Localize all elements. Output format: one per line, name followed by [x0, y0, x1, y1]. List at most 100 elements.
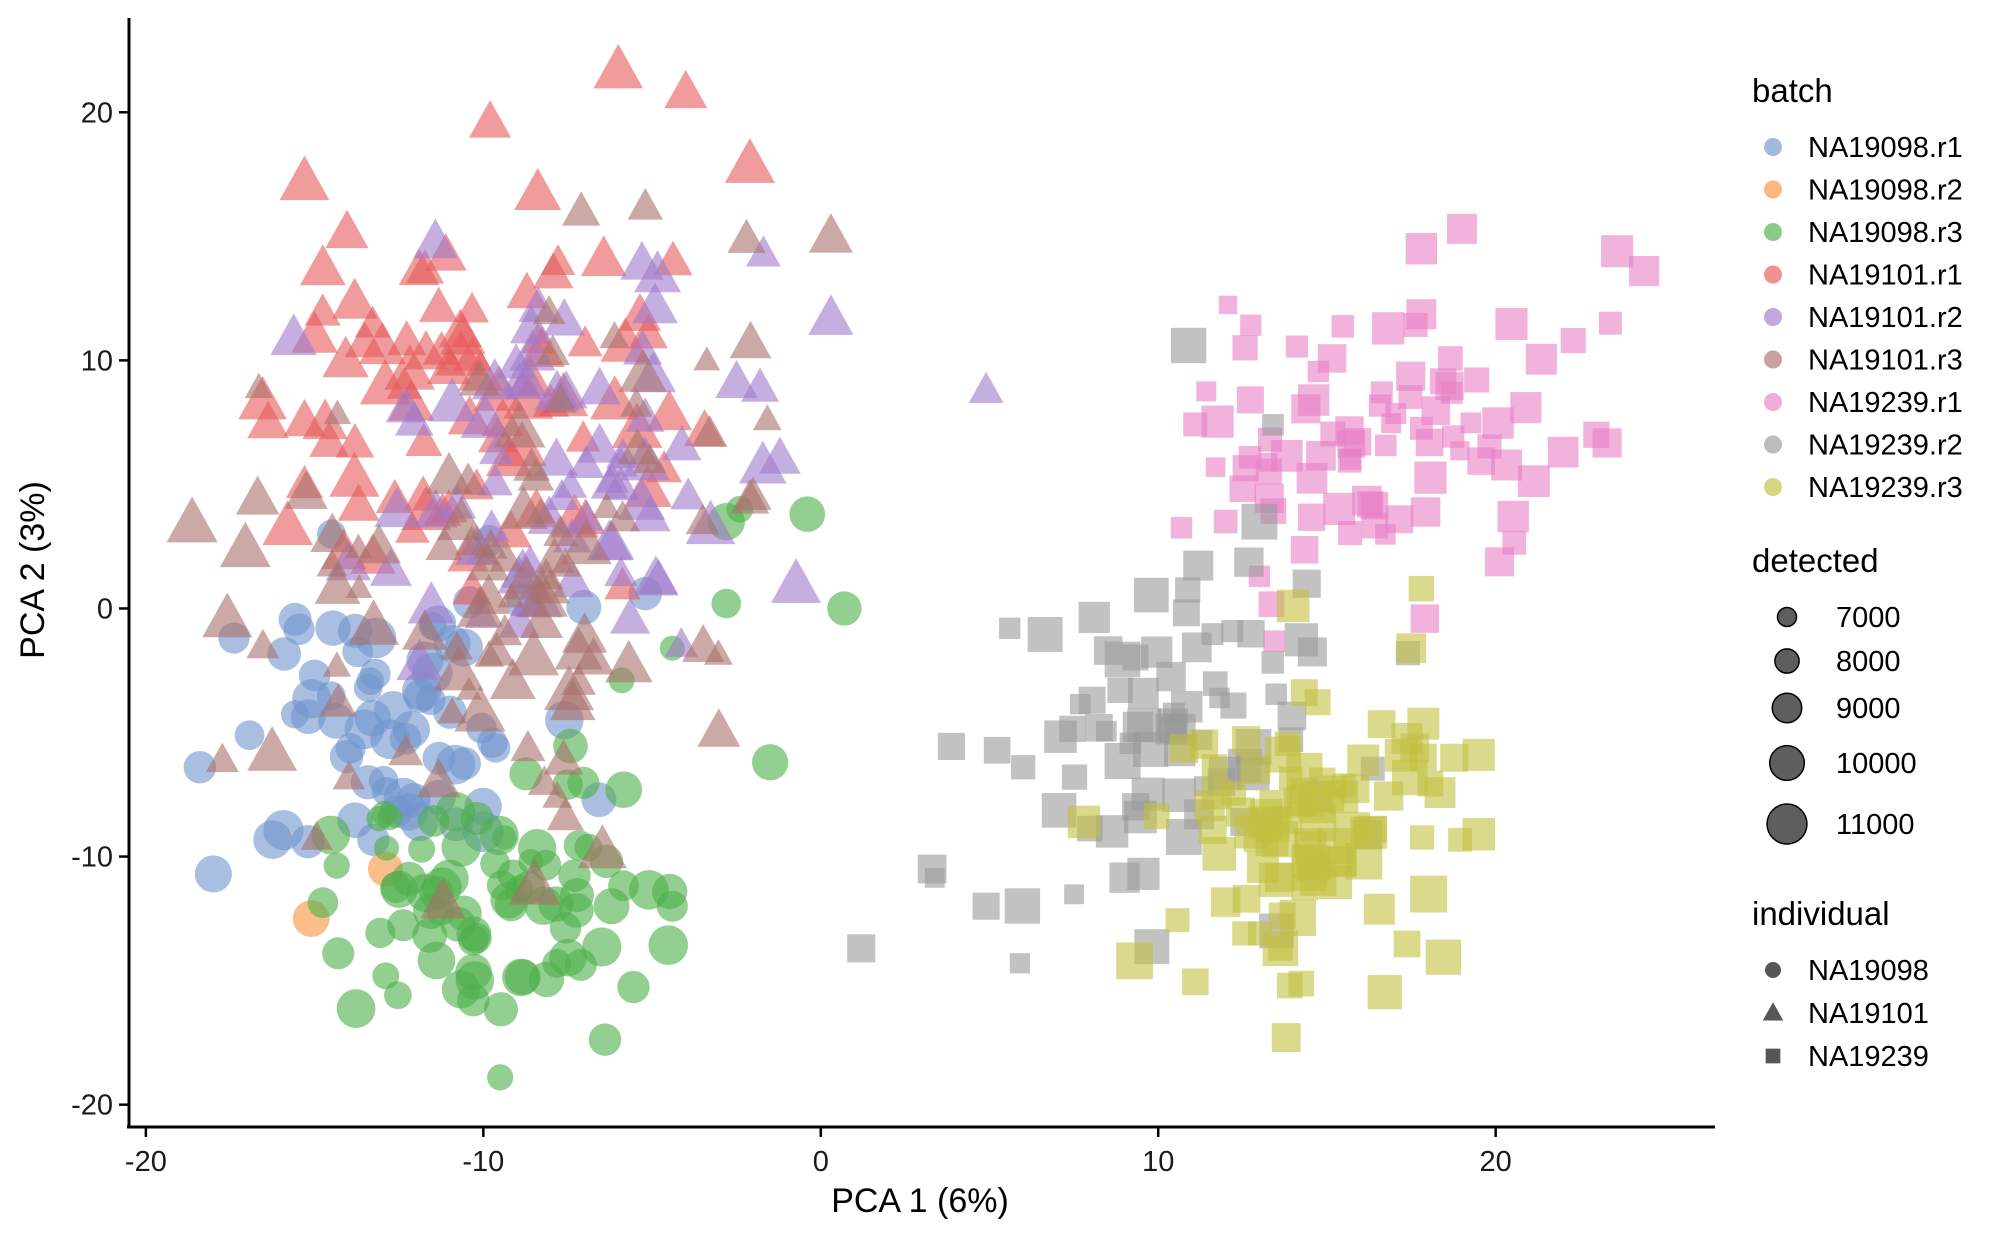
data-point	[528, 558, 564, 590]
data-point	[566, 589, 602, 625]
data-point	[1264, 862, 1295, 893]
data-point	[413, 218, 458, 259]
data-point	[454, 291, 490, 323]
data-point	[693, 346, 721, 371]
data-point	[1296, 462, 1328, 494]
data-point	[715, 360, 758, 399]
data-point	[1592, 428, 1622, 458]
data-point	[593, 43, 644, 89]
data-point	[808, 294, 854, 335]
data-point	[1240, 314, 1262, 336]
data-point	[448, 747, 482, 780]
data-point	[369, 548, 413, 586]
data-point	[270, 313, 317, 356]
y-tick-label: -20	[71, 1090, 113, 1122]
data-point	[685, 503, 720, 535]
data-point	[560, 878, 595, 913]
data-point	[473, 509, 510, 542]
data-point	[1172, 599, 1200, 627]
data-point	[1201, 405, 1234, 438]
data-point	[425, 526, 464, 561]
legend-batch-label: NA19098.r1	[1808, 132, 1963, 164]
data-point	[808, 213, 853, 253]
legend-key-dot	[1764, 393, 1782, 411]
data-point	[1205, 457, 1226, 477]
data-point	[1170, 327, 1207, 364]
series-NA19239.r3	[1067, 575, 1496, 1053]
data-point	[1297, 790, 1325, 817]
data-point	[1156, 661, 1186, 692]
data-point	[486, 870, 517, 901]
data-point	[1338, 449, 1362, 473]
legend-batch-item: NA19239.r2	[1764, 430, 1963, 462]
data-point	[1277, 972, 1303, 999]
legend-detected-entries: 7000 8000 9000 10000 11000	[1766, 602, 1917, 845]
data-point	[493, 401, 546, 448]
data-point	[396, 638, 443, 681]
data-point	[438, 308, 482, 348]
data-point	[1424, 777, 1456, 808]
data-point	[359, 658, 391, 690]
data-point	[499, 485, 548, 529]
data-point	[437, 696, 467, 724]
data-point	[1107, 677, 1133, 703]
data-point	[602, 466, 640, 501]
data-point	[1384, 738, 1418, 772]
data-point	[549, 547, 582, 577]
legend-individual-title: individual	[1752, 895, 1890, 932]
data-point	[738, 440, 787, 484]
data-point	[1446, 213, 1477, 244]
data-point	[1116, 942, 1153, 980]
data-point	[730, 478, 770, 514]
data-point	[697, 708, 741, 747]
data-point	[605, 500, 641, 532]
data-point	[664, 69, 708, 109]
data-point	[670, 477, 707, 510]
legend-batch-label: NA19098.r2	[1808, 175, 1963, 207]
data-point	[1277, 701, 1307, 731]
data-point	[1271, 1023, 1301, 1053]
data-point	[972, 892, 1000, 920]
data-point	[489, 541, 524, 572]
legend-individual-label: NA19098	[1808, 955, 1929, 987]
legend-key-dot	[1764, 180, 1782, 199]
x-tick-label: -20	[125, 1146, 167, 1178]
data-point	[247, 400, 289, 439]
data-point	[727, 218, 766, 253]
data-point	[661, 425, 702, 461]
data-point	[1363, 893, 1395, 925]
data-point	[1323, 492, 1356, 526]
data-point	[460, 801, 494, 836]
y-tick-label: 10	[81, 345, 113, 377]
data-point	[344, 533, 373, 559]
data-point	[567, 445, 605, 479]
data-point	[1064, 884, 1085, 905]
data-point	[267, 637, 302, 671]
data-point	[593, 888, 630, 925]
data-point	[388, 734, 424, 766]
data-point	[417, 941, 456, 980]
data-point	[457, 585, 504, 627]
legend-batch-label: NA19239.r3	[1808, 472, 1963, 504]
data-point	[329, 451, 380, 497]
data-point	[554, 468, 588, 498]
data-point	[1284, 623, 1318, 657]
data-point	[314, 562, 361, 604]
data-point	[513, 447, 551, 481]
data-point	[425, 451, 473, 494]
data-point	[1128, 677, 1159, 709]
data-point	[1232, 335, 1258, 361]
data-point	[549, 679, 596, 721]
plot-area	[166, 43, 1660, 1091]
legend-batch-label: NA19101.r1	[1808, 260, 1963, 292]
legend-batch-item: NA19101.r2	[1764, 302, 1963, 334]
data-point	[1134, 577, 1169, 613]
data-point	[385, 386, 426, 423]
data-point	[235, 475, 280, 515]
data-point	[1188, 729, 1219, 759]
data-point	[1410, 497, 1441, 527]
data-point	[1196, 381, 1217, 402]
x-axis-title: PCA 1 (6%)	[831, 1182, 1009, 1220]
legend-detected-label: 7000	[1836, 602, 1901, 634]
data-point	[1202, 671, 1228, 696]
